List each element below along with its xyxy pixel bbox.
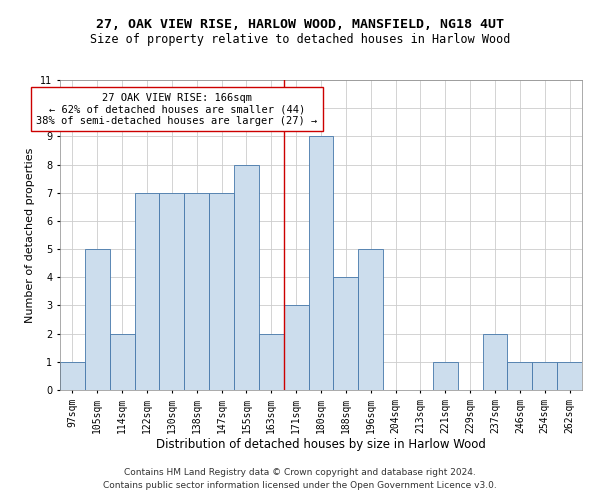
Text: Contains HM Land Registry data © Crown copyright and database right 2024.: Contains HM Land Registry data © Crown c… — [124, 468, 476, 477]
Bar — [508, 362, 532, 390]
Bar — [433, 362, 458, 390]
Bar — [358, 249, 383, 390]
Bar — [110, 334, 134, 390]
Bar — [532, 362, 557, 390]
Bar — [184, 192, 209, 390]
Bar — [134, 192, 160, 390]
Bar — [557, 362, 582, 390]
Bar — [60, 362, 85, 390]
Bar — [284, 306, 308, 390]
X-axis label: Distribution of detached houses by size in Harlow Wood: Distribution of detached houses by size … — [156, 438, 486, 452]
Text: Contains public sector information licensed under the Open Government Licence v3: Contains public sector information licen… — [103, 482, 497, 490]
Bar — [259, 334, 284, 390]
Bar — [85, 249, 110, 390]
Bar — [209, 192, 234, 390]
Y-axis label: Number of detached properties: Number of detached properties — [25, 148, 35, 322]
Text: Size of property relative to detached houses in Harlow Wood: Size of property relative to detached ho… — [90, 32, 510, 46]
Bar — [334, 278, 358, 390]
Bar — [234, 164, 259, 390]
Bar — [160, 192, 184, 390]
Bar — [308, 136, 334, 390]
Text: 27 OAK VIEW RISE: 166sqm
← 62% of detached houses are smaller (44)
38% of semi-d: 27 OAK VIEW RISE: 166sqm ← 62% of detach… — [36, 92, 317, 126]
Text: 27, OAK VIEW RISE, HARLOW WOOD, MANSFIELD, NG18 4UT: 27, OAK VIEW RISE, HARLOW WOOD, MANSFIEL… — [96, 18, 504, 30]
Bar — [482, 334, 508, 390]
